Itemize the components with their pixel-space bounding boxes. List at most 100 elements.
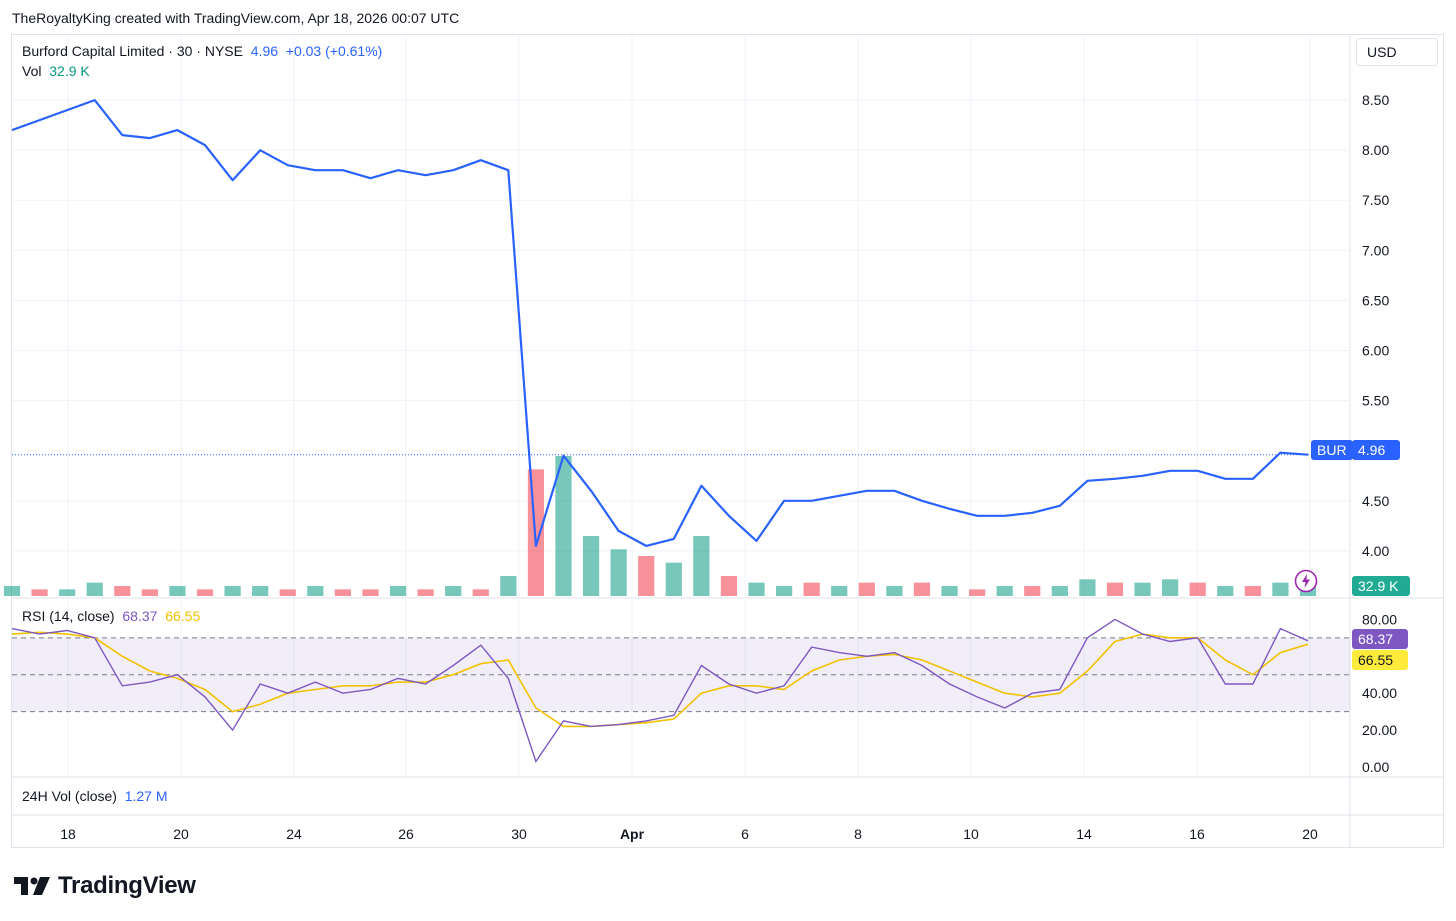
volume-bar [803,582,820,596]
volume-bar [500,576,517,596]
y-tick-label: 7.50 [1362,192,1389,208]
volume-bar [665,562,682,596]
price-line [11,98,1310,548]
volume-bar [831,586,848,596]
volume-bar [417,589,434,596]
volume-bar [1217,586,1234,596]
rsi-tick-label: 40.00 [1362,685,1397,701]
y-tick-label: 5.50 [1362,393,1389,409]
volume-bar [279,589,296,596]
rsi-line [11,618,1309,764]
chart-credit: TheRoyaltyKing created with TradingView.… [12,10,460,26]
symbol-legend[interactable]: Burford Capital Limited · 30 · NYSE 4.96… [22,43,382,59]
volume-bar [472,589,489,596]
volume-bar [1244,586,1261,596]
volume-bar [141,589,158,596]
volume-bar [555,456,572,596]
x-tick-label: 26 [398,826,414,842]
volume-bars [3,456,1317,596]
rsi-value: 68.37 [122,608,158,624]
volume-bar [858,582,875,596]
volume-bar [114,586,131,596]
y-tick-label: 6.50 [1362,292,1389,308]
volume-bar [720,576,738,596]
x-tick-label: Apr [620,826,645,842]
vol24-legend[interactable]: 24H Vol (close) 1.27 M [22,788,168,804]
x-tick-label: 20 [1302,826,1318,842]
volume-bar [362,589,379,596]
volume-bar [1162,579,1179,596]
volume-bar [610,549,627,596]
volume-bar [941,586,958,596]
rsi-ma-badge: 66.55 [1352,650,1408,670]
price-series-line [11,98,1309,548]
volume-bar [582,536,600,596]
chart-frame [11,34,1444,848]
volume-bar [913,582,931,596]
volume-bar [307,586,324,596]
rsi-lines [11,618,1309,764]
y-tick-label: 6.00 [1362,343,1389,359]
x-tick-label: 18 [60,826,76,842]
vol-label: Vol [22,63,42,79]
volume-bar [31,589,48,596]
x-tick-label: 14 [1076,826,1092,842]
volume-bar [1189,582,1206,596]
x-tick-label: 8 [854,826,862,842]
x-tick-label: 6 [741,826,749,842]
volume-bar [1051,586,1068,596]
vol-legend[interactable]: Vol 32.9 K [22,63,90,79]
rsi-tick-label: 80.00 [1362,611,1397,627]
y-tick-label: 7.00 [1362,242,1389,258]
x-tick-label: 24 [286,826,302,842]
volume-bar [886,586,903,596]
price-change: +0.03 (+0.61%) [285,43,383,59]
volume-bar [445,586,462,596]
rsi-ma-line [11,631,1309,728]
vol-value: 32.9 K [49,63,90,79]
y-tick-label: 8.00 [1362,142,1389,158]
last-price: 4.96 [250,43,279,59]
rsi-legend[interactable]: RSI (14, close) 68.37 66.55 [22,608,200,624]
volume-bar [748,582,765,596]
x-tick-label: 10 [963,826,979,842]
rsi-tick-label: 0.00 [1362,759,1389,775]
y-tick-label: 4.00 [1362,543,1389,559]
rsi-badge: 68.37 [1352,629,1408,649]
volume-bar [196,589,214,596]
tradingview-wordmark: TradingView [58,872,196,899]
volume-bar [389,586,407,596]
volume-bar [334,589,351,596]
x-tick-label: 16 [1189,826,1205,842]
y-tick-label: 8.50 [1362,92,1389,108]
ticker-badge: BUR [1311,440,1353,460]
volume-bar [224,586,241,596]
volume-bar [1106,582,1124,596]
volume-bar [59,589,76,596]
volume-badge: 32.9 K [1352,576,1410,596]
volume-bar [86,582,103,596]
price-badge: 4.96 [1352,440,1400,460]
grid-lines [11,35,1444,848]
currency-button[interactable]: USD [1356,38,1438,66]
rsi-band [12,637,1350,713]
volume-bar [252,586,269,596]
volume-bar [775,586,793,596]
tradingview-logo[interactable]: TradingView [14,872,196,900]
x-tick-label: 20 [173,826,189,842]
lightning-icon[interactable] [1294,569,1318,593]
vol24-value: 1.27 M [124,788,168,804]
vol24-label: 24H Vol (close) [22,788,117,804]
volume-bar [3,586,21,596]
volume-bar [1079,579,1096,596]
volume-bar [693,536,710,596]
x-tick-label: 30 [511,826,527,842]
rsi-tick-label: 20.00 [1362,722,1397,738]
volume-bar [638,556,655,596]
rsi-ma-value: 66.55 [165,608,201,624]
volume-bar [1272,582,1289,596]
volume-bar [1134,582,1151,596]
tradingview-logo-icon [14,877,50,895]
volume-bar [969,589,986,596]
